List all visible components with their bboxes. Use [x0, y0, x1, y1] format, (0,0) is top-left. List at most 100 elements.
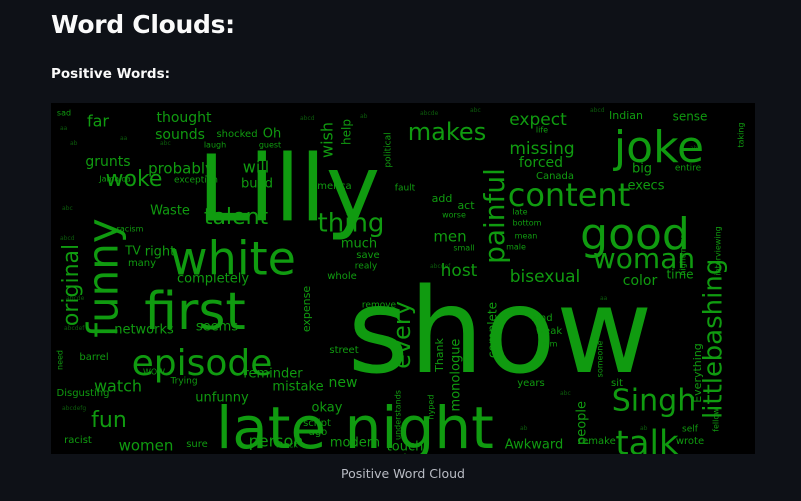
- cloud-word: remake: [578, 436, 616, 447]
- section-label: Positive Words:: [51, 66, 171, 82]
- cloud-word: add: [432, 192, 453, 205]
- cloud-word: missing: [509, 139, 574, 159]
- cloud-word: racism: [117, 225, 144, 234]
- cloud-word: complete: [486, 302, 500, 358]
- cloud-word: talent: [204, 205, 269, 230]
- filler-word: ab: [70, 140, 78, 147]
- cloud-word: male: [506, 243, 526, 252]
- cloud-word: little: [699, 361, 729, 419]
- cloud-word: elm: [543, 340, 558, 349]
- cloud-word: Canada: [536, 171, 574, 182]
- cloud-word: life: [536, 126, 548, 135]
- cloud-word: women: [119, 437, 174, 455]
- cloud-word: episode: [132, 343, 273, 384]
- filler-word: ab: [640, 425, 648, 432]
- cloud-word: weak: [536, 326, 562, 337]
- filler-word: abc: [690, 145, 701, 152]
- cloud-word: Singh: [612, 384, 696, 419]
- cloud-word: Jamaica: [98, 175, 131, 184]
- filler-word: aa: [120, 135, 128, 142]
- cloud-word: sad: [57, 109, 71, 118]
- cloud-word: entire: [675, 164, 702, 174]
- cloud-word: monologue: [449, 339, 464, 412]
- cloud-word: laugh: [204, 141, 226, 150]
- cloud-word: Everything: [691, 343, 704, 403]
- cloud-word: right: [145, 245, 176, 260]
- cloud-word: late: [512, 208, 527, 217]
- cloud-word: Awkward: [505, 438, 564, 453]
- cloud-word: self: [682, 425, 699, 435]
- cloud-word: wish: [318, 122, 337, 158]
- cloud-word: expect: [509, 110, 567, 130]
- cloud-word: interviewing: [714, 226, 723, 275]
- cloud-word: show: [348, 262, 653, 400]
- word-cloud-image: aa ab abc abcd abcde abcdef abcdefg aa abc abcd ab…: [51, 103, 755, 454]
- image-caption: Positive Word Cloud: [341, 466, 465, 481]
- filler-word: aa: [600, 295, 608, 302]
- cloud-word: bottom: [513, 219, 542, 228]
- cloud-word: worse: [442, 211, 466, 220]
- cloud-word: Waste: [150, 204, 190, 219]
- cloud-word: Thank: [433, 337, 446, 372]
- cloud-word: ago: [309, 427, 328, 438]
- cloud-word: modern: [330, 436, 380, 451]
- cloud-word: exception: [174, 176, 218, 186]
- cloud-word: political: [384, 132, 394, 167]
- cloud-word: mock: [276, 441, 298, 450]
- cloud-word: will: [243, 158, 269, 177]
- filler-word: abcdef: [64, 325, 85, 332]
- filler-word: aa: [60, 125, 68, 132]
- cloud-word: remove: [362, 301, 397, 311]
- cloud-word: every: [388, 301, 416, 369]
- filler-word: abcdefg: [62, 405, 86, 412]
- cloud-word: touch: [387, 440, 424, 455]
- cloud-word: color: [623, 273, 658, 289]
- cloud-word: content: [508, 176, 631, 214]
- cloud-word: people: [575, 401, 590, 445]
- cloud-word: years: [517, 378, 545, 389]
- cloud-word: sense: [673, 110, 708, 124]
- cloud-word: America: [310, 181, 351, 192]
- cloud-word: first: [144, 282, 246, 342]
- cloud-word: original: [59, 244, 84, 326]
- cloud-word: expense: [300, 286, 313, 333]
- cloud-word: racist: [64, 435, 92, 446]
- cloud-word: understands: [394, 390, 403, 440]
- cloud-word: realy: [355, 262, 378, 272]
- cloud-word: sit: [611, 378, 623, 389]
- cloud-word: seems: [196, 320, 238, 335]
- cloud-word: build: [241, 177, 273, 192]
- cloud-word: Oh: [263, 127, 281, 142]
- cloud-word: taking: [737, 122, 746, 147]
- cloud-word: bisexual: [510, 267, 581, 287]
- cloud-word: fellow: [712, 408, 721, 432]
- filler-word: abc: [160, 140, 171, 147]
- cloud-word: forced: [519, 155, 563, 171]
- cloud-word: mistake: [272, 380, 323, 395]
- cloud-word: barrel: [79, 352, 108, 363]
- filler-word: abcd: [590, 107, 605, 114]
- cloud-word: whole: [327, 271, 357, 282]
- cloud-word: reminder: [243, 367, 303, 382]
- filler-word: abcdef: [430, 263, 451, 270]
- cloud-word: save: [356, 250, 379, 261]
- filler-word: ab: [520, 425, 528, 432]
- cloud-word: joke: [613, 122, 704, 173]
- cloud-word: WOW: [143, 368, 165, 377]
- filler-word: ab: [360, 113, 368, 120]
- cloud-word: mean: [515, 232, 538, 241]
- cloud-word: act: [457, 199, 475, 212]
- cloud-word: street: [329, 345, 358, 356]
- cloud-word: talk: [615, 424, 679, 455]
- cloud-word: TV: [124, 244, 141, 258]
- cloud-word: unfunny: [195, 391, 249, 406]
- cloud-word: woke: [106, 167, 163, 192]
- cloud-word: white: [170, 232, 296, 286]
- cloud-word: time: [666, 268, 693, 282]
- cloud-word: probably: [148, 160, 214, 178]
- cloud-word: thing: [318, 209, 385, 239]
- cloud-word: bashing: [699, 259, 729, 362]
- cloud-word: grunts: [85, 154, 130, 170]
- page-heading: Word Clouds:: [51, 10, 235, 39]
- cloud-word: host: [441, 261, 478, 281]
